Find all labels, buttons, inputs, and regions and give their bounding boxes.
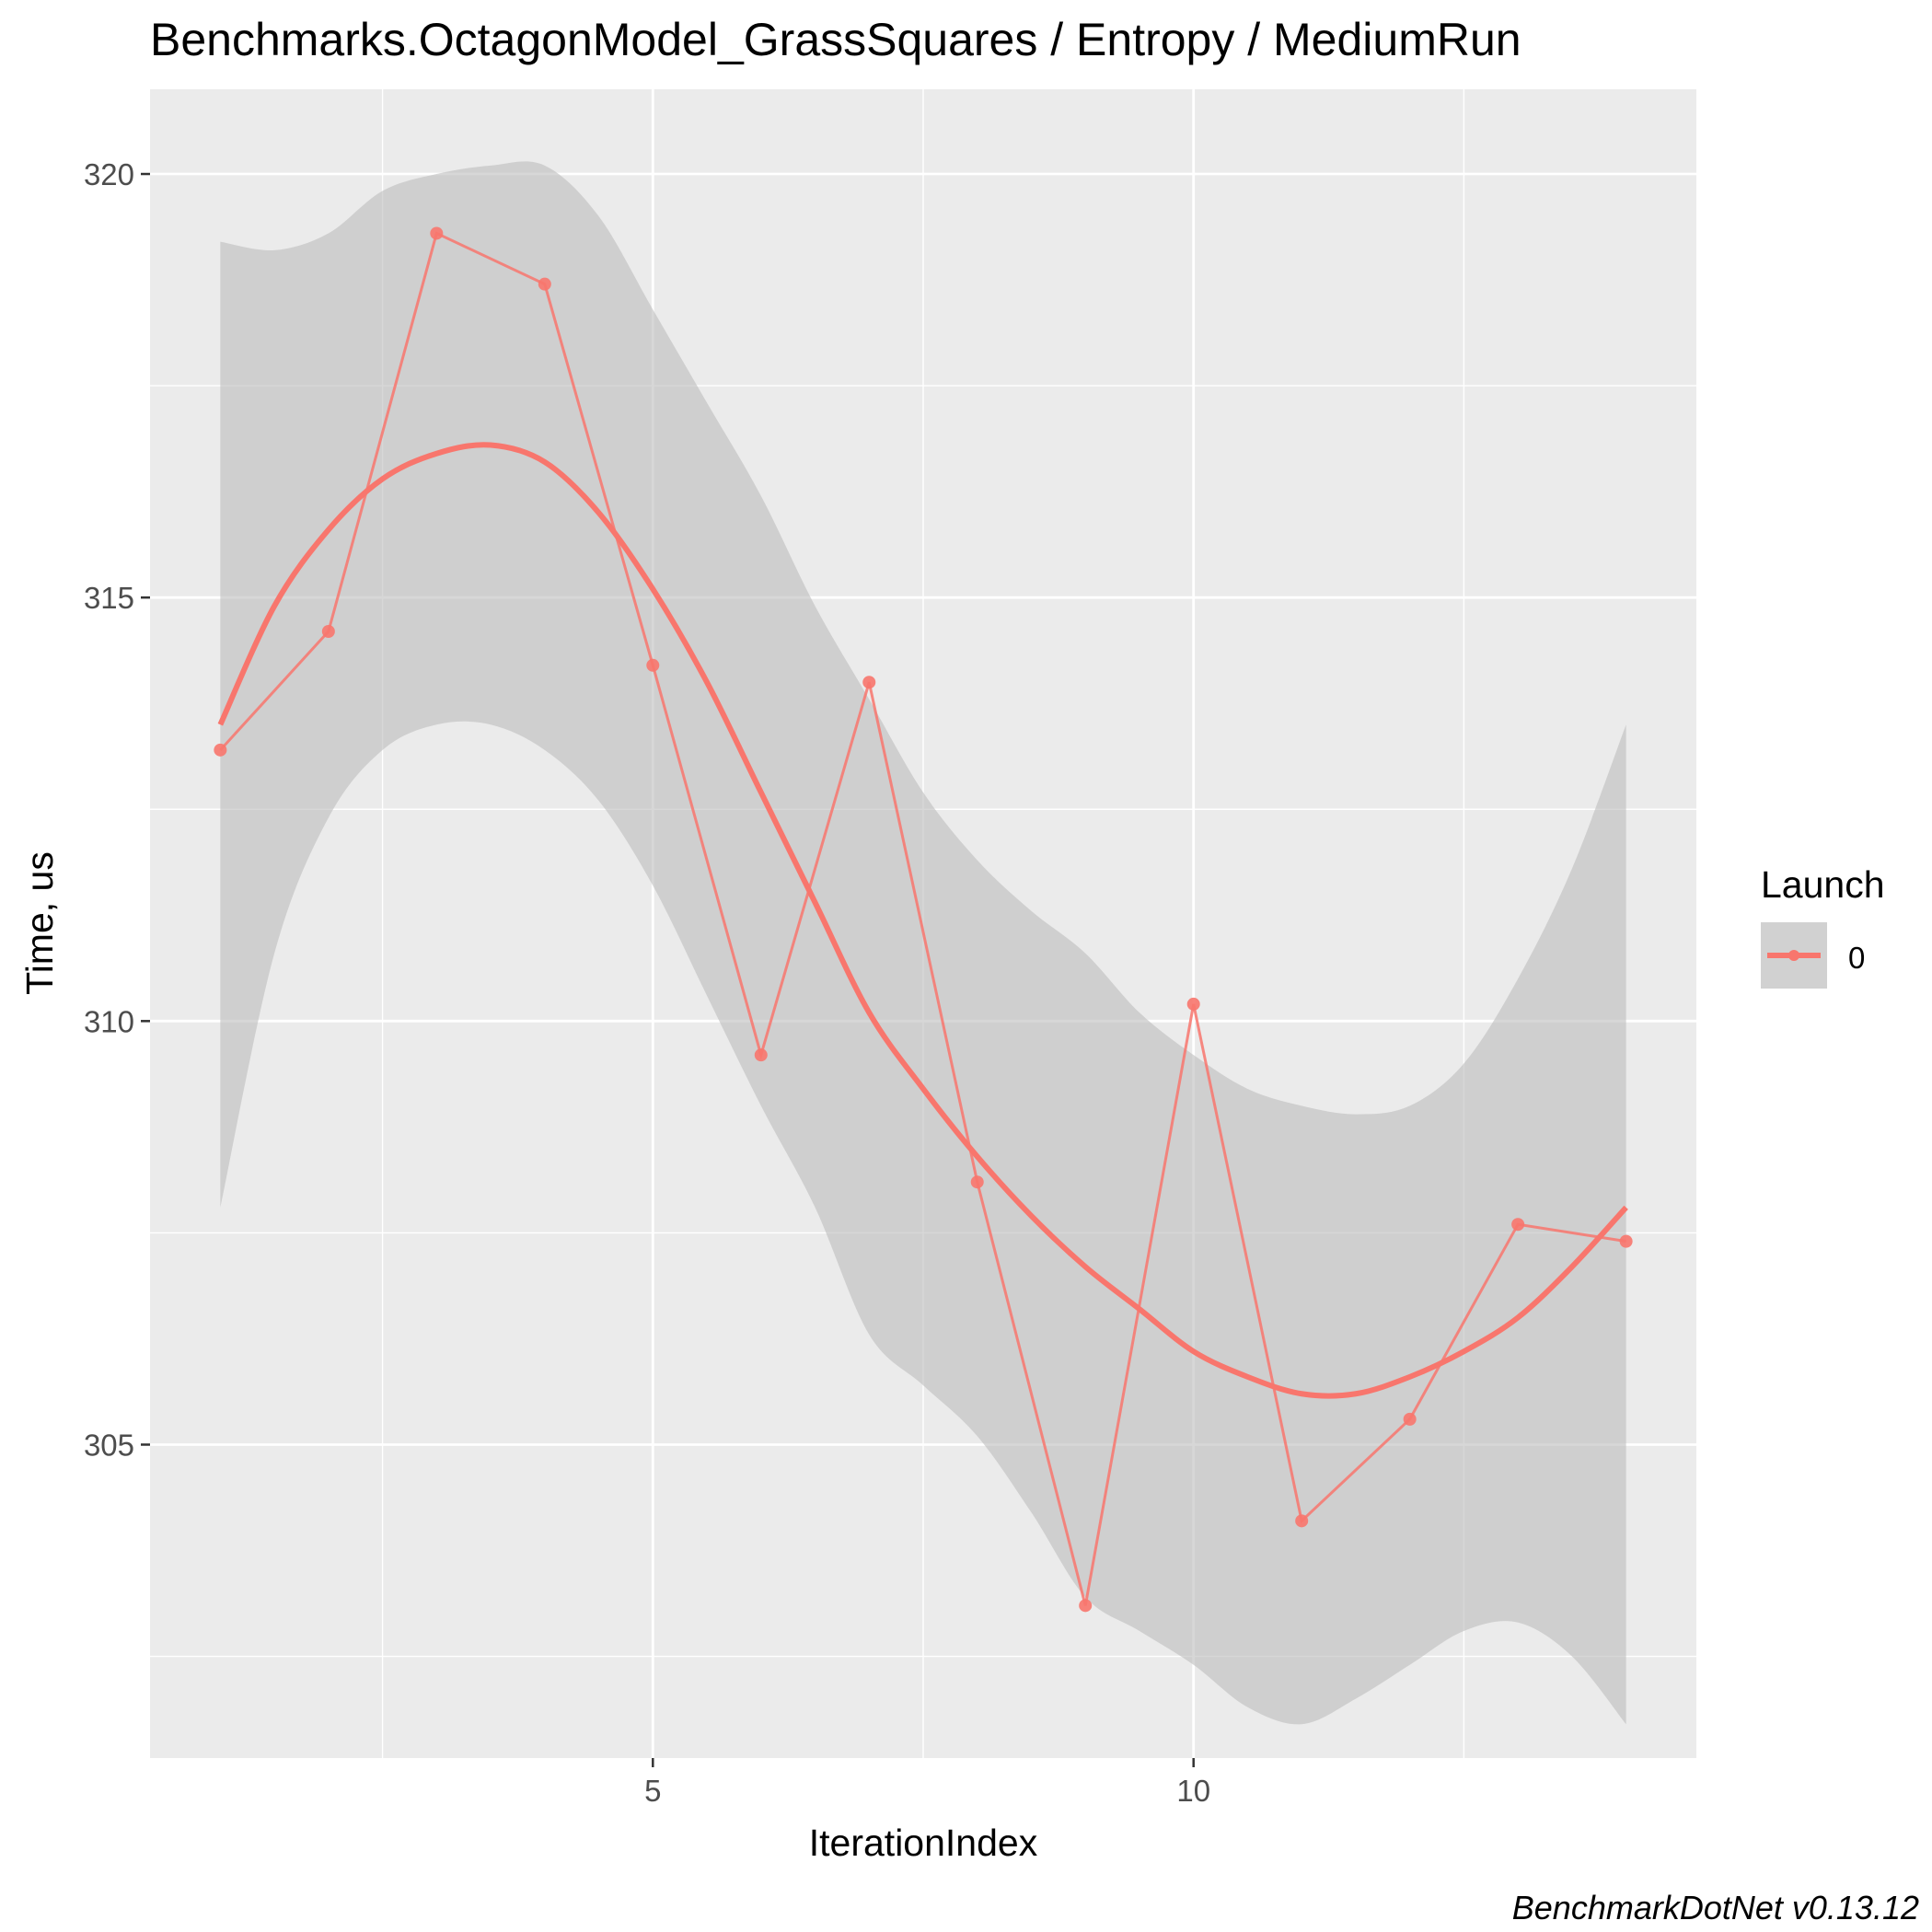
legend-key-point bbox=[1788, 950, 1799, 961]
data-point bbox=[538, 277, 551, 291]
data-point bbox=[430, 226, 444, 240]
data-point bbox=[754, 1048, 768, 1062]
data-point bbox=[1403, 1412, 1417, 1426]
data-point bbox=[321, 624, 335, 638]
data-point bbox=[1511, 1218, 1525, 1232]
data-point bbox=[1295, 1514, 1309, 1528]
data-point bbox=[862, 676, 876, 689]
chart-title: Benchmarks.OctagonModel_GrassSquares / E… bbox=[150, 14, 1521, 65]
x-tick-label: 5 bbox=[644, 1774, 661, 1808]
y-axis-label: Time, us bbox=[18, 851, 61, 995]
y-tick-label: 305 bbox=[84, 1428, 134, 1462]
y-tick-label: 320 bbox=[84, 157, 134, 191]
data-point bbox=[1079, 1599, 1093, 1613]
x-axis: 5 10 bbox=[644, 1758, 1210, 1808]
x-tick-label: 10 bbox=[1176, 1774, 1210, 1808]
legend-label: 0 bbox=[1848, 941, 1865, 975]
x-axis-label: IterationIndex bbox=[809, 1822, 1038, 1864]
data-point bbox=[1619, 1234, 1633, 1248]
y-axis: 305 310 315 320 bbox=[84, 157, 150, 1462]
series-line bbox=[219, 231, 1626, 1606]
data-points bbox=[214, 226, 1633, 1613]
smooth-line bbox=[217, 442, 1628, 1399]
data-point bbox=[646, 658, 660, 672]
data-point bbox=[970, 1175, 984, 1189]
caption: BenchmarkDotNet v0.13.12 bbox=[1512, 1889, 1919, 1926]
legend-title: Launch bbox=[1761, 863, 1885, 906]
y-tick-label: 310 bbox=[84, 1004, 134, 1038]
legend: Launch 0 bbox=[1761, 863, 1885, 989]
data-point bbox=[1186, 997, 1200, 1011]
y-tick-label: 315 bbox=[84, 581, 134, 615]
data-point bbox=[214, 743, 227, 757]
confidence-ribbon bbox=[220, 161, 1626, 1725]
